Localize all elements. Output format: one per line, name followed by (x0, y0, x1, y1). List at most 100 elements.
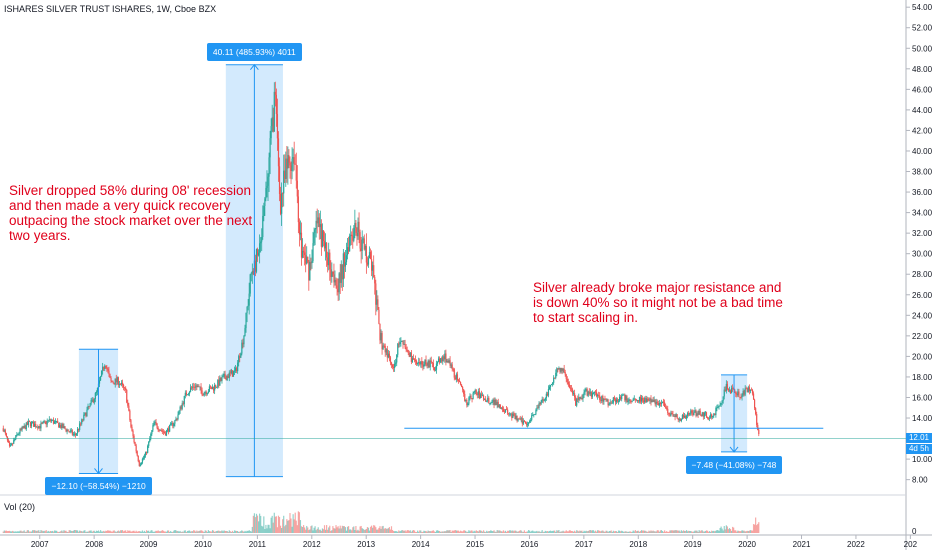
candle-body (377, 299, 379, 310)
volume-bar (751, 530, 754, 533)
volume-bar (609, 530, 611, 533)
candle-body (588, 391, 590, 394)
volume-bar (73, 530, 76, 533)
candle-body (534, 414, 536, 416)
volume-bar (519, 530, 521, 533)
volume-bar (468, 530, 470, 533)
volume-bar (259, 513, 261, 533)
candle-body (164, 433, 167, 436)
candle-body (612, 397, 614, 403)
candle-body (351, 234, 353, 237)
candle-body (656, 401, 658, 404)
volume-bar (756, 525, 758, 533)
candle-body (554, 377, 556, 379)
candle-body (597, 395, 599, 397)
candle-body (627, 400, 629, 402)
volume-bar (593, 531, 596, 533)
candle-body (435, 363, 438, 370)
volume-bar (510, 530, 512, 533)
candle-body (692, 412, 694, 416)
volume-bar (310, 526, 312, 533)
candle-body (741, 395, 743, 398)
candle-body (531, 415, 533, 420)
candle-body (137, 455, 139, 462)
volume-bar (672, 530, 674, 533)
candle-body (694, 410, 696, 413)
volume-bar (533, 531, 535, 533)
volume-bar (669, 530, 671, 533)
candle-body (533, 414, 535, 416)
candle-body (632, 398, 634, 401)
candle-body (488, 397, 490, 404)
volume-bar (211, 530, 214, 533)
volume-bar (693, 531, 695, 533)
volume-bar (705, 530, 708, 533)
candle-body (214, 385, 216, 391)
volume-bar (437, 530, 440, 533)
candle-body (518, 418, 520, 420)
candle-body (92, 399, 94, 403)
candle-body (705, 412, 708, 418)
candle-body (594, 391, 597, 393)
volume-bar (330, 530, 332, 533)
candle-body (474, 390, 476, 392)
candle-body (592, 392, 595, 394)
candle-body (471, 398, 473, 400)
volume-bar (314, 526, 316, 533)
candle-body (623, 394, 625, 396)
volume-bar (615, 531, 618, 533)
volume-bar (420, 530, 422, 533)
y-tick-label: 34.00 (912, 209, 932, 218)
volume-bar (374, 525, 376, 533)
candle-body (272, 117, 274, 132)
candle-body (154, 421, 156, 423)
volume-bar (478, 530, 480, 533)
candle-body (350, 234, 352, 236)
candle-body (408, 352, 410, 357)
volume-bar (527, 530, 530, 533)
volume-bar (223, 530, 225, 533)
candle-body (8, 442, 11, 446)
volume-bar (181, 531, 183, 533)
volume-bar (611, 531, 613, 533)
volume-bar (492, 531, 494, 533)
candle-body (369, 252, 372, 260)
volume-bar (487, 531, 489, 533)
candle-body (28, 421, 31, 423)
volume-bar (674, 530, 676, 533)
volume-bar (156, 531, 158, 533)
candle-body (103, 366, 105, 370)
volume-bar (309, 529, 311, 533)
volume-bar (178, 531, 180, 533)
candle-body (186, 394, 189, 396)
candle-body (279, 194, 282, 214)
volume-bar (138, 531, 140, 533)
volume-bar (71, 531, 73, 533)
candle-body (749, 389, 752, 392)
volume-bar (328, 527, 330, 533)
volume-bar (189, 531, 192, 533)
volume-bar (512, 530, 514, 533)
volume-bar (633, 531, 635, 533)
volume-bar (637, 530, 640, 533)
candle-body (336, 285, 338, 290)
candle-body (396, 354, 398, 363)
volume-bar (515, 530, 517, 533)
volume-bar (569, 530, 572, 533)
candle-body (301, 250, 304, 258)
volume-bar (61, 530, 63, 533)
candle-body (508, 413, 510, 415)
volume-bar (387, 528, 389, 533)
volume-bar (381, 526, 383, 533)
volume-bar (34, 530, 36, 533)
candle-body (149, 438, 151, 442)
volume-bar (580, 530, 582, 533)
candle-body (335, 279, 337, 286)
candle-body (513, 413, 515, 415)
volume-bar (160, 530, 162, 533)
x-tick-label: 2011 (249, 540, 267, 549)
x-tick-label: 2010 (194, 540, 212, 549)
candle-body (66, 429, 68, 432)
candle-body (25, 422, 27, 430)
candle-body (290, 165, 292, 171)
